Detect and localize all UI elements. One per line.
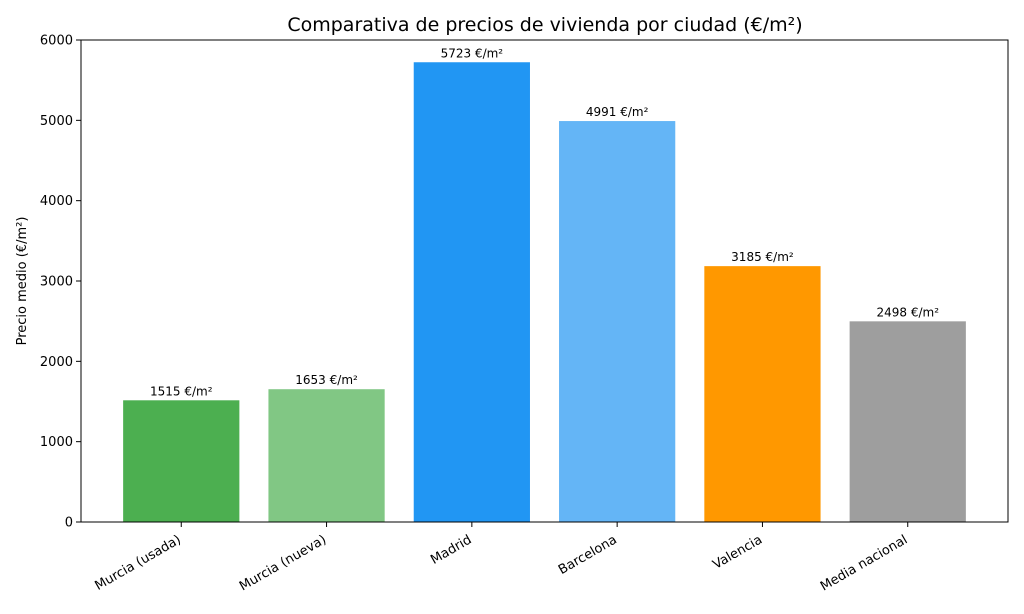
x-tick-label-0: Murcia (usada) (93, 532, 184, 593)
bar-value-label-4: 3185 €/m² (731, 250, 794, 264)
bar-value-label-0: 1515 €/m² (150, 384, 213, 398)
y-tick-label-4: 4000 (40, 194, 73, 209)
y-axis-label: Precio medio (€/m²) (15, 217, 30, 346)
bar-5 (849, 321, 966, 522)
y-tick-label-5: 5000 (40, 114, 73, 129)
bar-value-label-1: 1653 €/m² (295, 373, 358, 387)
x-tick-label-1: Murcia (nueva) (237, 532, 329, 594)
bar-1 (268, 389, 385, 522)
bar-value-label-5: 2498 €/m² (876, 305, 939, 319)
x-tick-label-3: Barcelona (556, 532, 620, 577)
y-tick-label-0: 0 (65, 516, 73, 531)
bar-3 (559, 121, 676, 522)
x-tick-label-2: Madrid (428, 532, 474, 567)
x-tick-label-5: Media nacional (818, 532, 910, 594)
y-tick-label-2: 2000 (40, 355, 73, 370)
y-tick-label-1: 1000 (40, 435, 73, 450)
y-tick-label-3: 3000 (40, 275, 73, 290)
bar-value-label-2: 5723 €/m² (441, 46, 504, 60)
x-tick-label-4: Valencia (710, 532, 765, 572)
bar-0 (123, 400, 240, 522)
chart-title: Comparativa de precios de vivienda por c… (287, 14, 802, 36)
bar-value-label-3: 4991 €/m² (586, 105, 649, 119)
bar-4 (704, 266, 821, 522)
bar-2 (413, 62, 530, 523)
plot-area: 1515 €/m² 1653 €/m² 5723 €/m² 4991 €/m² 3185… (40, 34, 1009, 594)
y-tick-label-6: 6000 (40, 34, 73, 49)
